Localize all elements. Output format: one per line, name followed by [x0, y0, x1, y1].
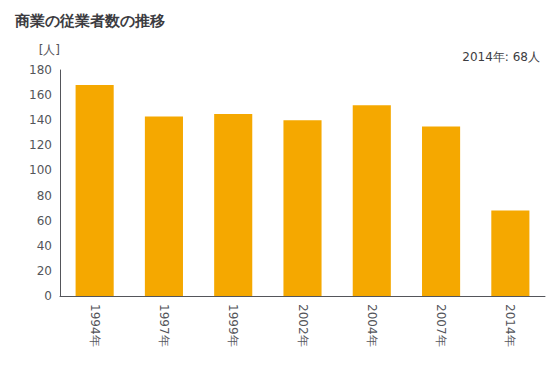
svg-text:1994年: 1994年 — [88, 304, 102, 347]
svg-text:60: 60 — [37, 214, 52, 228]
svg-text:2014年: 68人: 2014年: 68人 — [462, 50, 540, 64]
svg-text:[人]: [人] — [39, 43, 60, 57]
svg-text:1999年: 1999年 — [226, 304, 240, 347]
svg-text:1997年: 1997年 — [157, 304, 171, 347]
svg-text:100: 100 — [29, 163, 52, 177]
svg-text:2007年: 2007年 — [434, 304, 448, 347]
svg-text:2002年: 2002年 — [296, 304, 310, 347]
svg-text:0: 0 — [44, 289, 52, 303]
svg-text:2014年: 2014年 — [503, 304, 517, 347]
svg-text:140: 140 — [29, 113, 52, 127]
svg-text:80: 80 — [37, 189, 52, 203]
svg-text:2004年: 2004年 — [365, 304, 379, 347]
svg-text:商業の従業者数の推移: 商業の従業者数の推移 — [14, 12, 165, 30]
svg-text:160: 160 — [29, 88, 52, 102]
svg-text:120: 120 — [29, 138, 52, 152]
svg-text:180: 180 — [29, 63, 52, 77]
svg-text:40: 40 — [37, 239, 52, 253]
svg-text:20: 20 — [37, 264, 52, 278]
